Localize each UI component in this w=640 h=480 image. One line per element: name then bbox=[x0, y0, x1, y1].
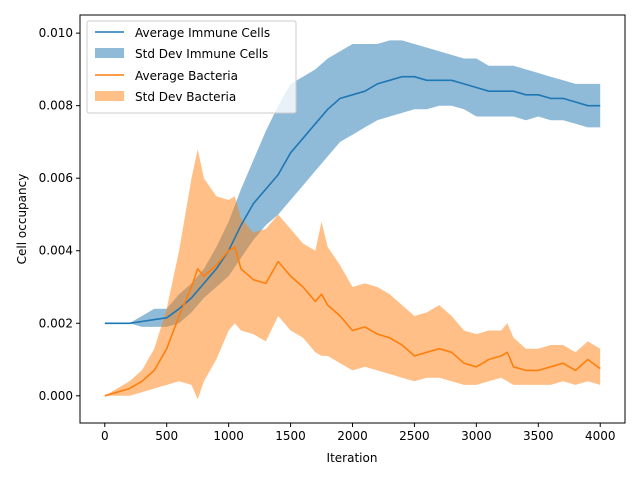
legend-swatch-bacteria-std bbox=[95, 91, 124, 101]
y-tick-label: 0.010 bbox=[39, 26, 73, 40]
x-tick-label: 500 bbox=[155, 429, 178, 443]
plot-area bbox=[104, 40, 601, 400]
x-tick-label: 1000 bbox=[213, 429, 244, 443]
x-tick-label: 1500 bbox=[275, 429, 306, 443]
legend-label-bacteria-std: Std Dev Bacteria bbox=[135, 90, 236, 104]
y-tick-label: 0.002 bbox=[39, 316, 73, 330]
x-axis-label: Iteration bbox=[327, 451, 378, 465]
legend: Average Immune Cells Std Dev Immune Cell… bbox=[86, 20, 297, 114]
x-tick-label: 2500 bbox=[399, 429, 430, 443]
legend-label-immune-std: Std Dev Immune Cells bbox=[135, 47, 268, 61]
x-tick-label: 0 bbox=[101, 429, 109, 443]
ticks: 0 500 1000 1500 2000 2500 3000 3500 4000 0.000 0.0… bbox=[39, 26, 616, 443]
y-tick-label: 0.006 bbox=[39, 171, 73, 185]
y-tick-label: 0.000 bbox=[39, 389, 73, 403]
legend-swatch-immune-std bbox=[95, 48, 124, 58]
x-tick-label: 4000 bbox=[585, 429, 616, 443]
legend-label-bacteria-mean: Average Bacteria bbox=[135, 69, 238, 83]
y-axis-label: Cell occupancy bbox=[15, 174, 29, 265]
x-tick-label: 3500 bbox=[523, 429, 554, 443]
mean-line-bacteria bbox=[104, 246, 601, 397]
legend-box bbox=[86, 20, 297, 114]
mean-line-immune bbox=[104, 75, 601, 325]
y-tick-label: 0.004 bbox=[39, 244, 73, 258]
x-tick-label: 3000 bbox=[461, 429, 492, 443]
y-tick-label: 0.008 bbox=[39, 99, 73, 113]
x-tick-label: 2000 bbox=[337, 429, 368, 443]
legend-label-immune-mean: Average Immune Cells bbox=[135, 26, 270, 40]
std-band-bacteria bbox=[104, 149, 601, 400]
